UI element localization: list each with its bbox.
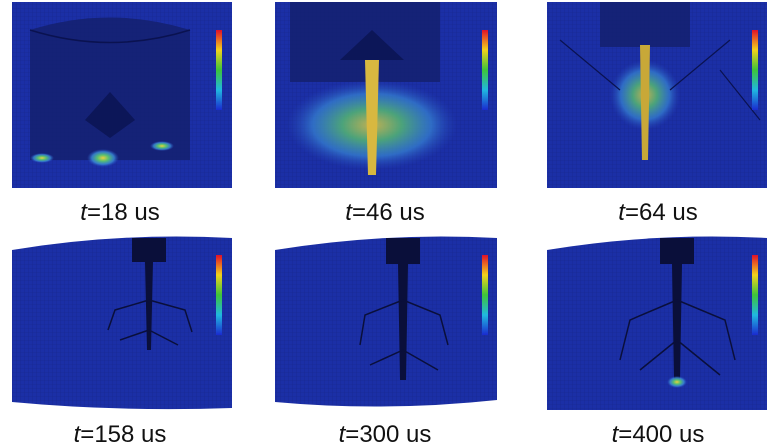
sim-panel xyxy=(275,237,497,407)
caption: t=64 us xyxy=(618,199,697,226)
figure: t=18 us t=46 us t=64 us t=158 us t=300 u… xyxy=(0,0,771,445)
time-label: =158 us xyxy=(80,421,166,445)
time-label: =64 us xyxy=(625,199,698,226)
sim-panel xyxy=(275,2,497,188)
time-label: =46 us xyxy=(352,199,425,226)
sim-panel xyxy=(547,237,767,411)
sim-panel xyxy=(12,2,232,188)
caption: t=46 us xyxy=(345,199,424,226)
time-label: =18 us xyxy=(87,199,160,226)
sim-panel xyxy=(12,237,232,410)
caption: t=158 us xyxy=(74,421,167,445)
caption: t=18 us xyxy=(80,199,159,226)
sim-panel xyxy=(547,2,767,188)
caption: t=400 us xyxy=(612,421,705,445)
time-label: =400 us xyxy=(618,421,704,445)
page: {"panels": [ {"symbol": "t", "label": "=… xyxy=(0,0,771,445)
time-label: =300 us xyxy=(345,421,431,445)
caption: t=300 us xyxy=(339,421,432,445)
